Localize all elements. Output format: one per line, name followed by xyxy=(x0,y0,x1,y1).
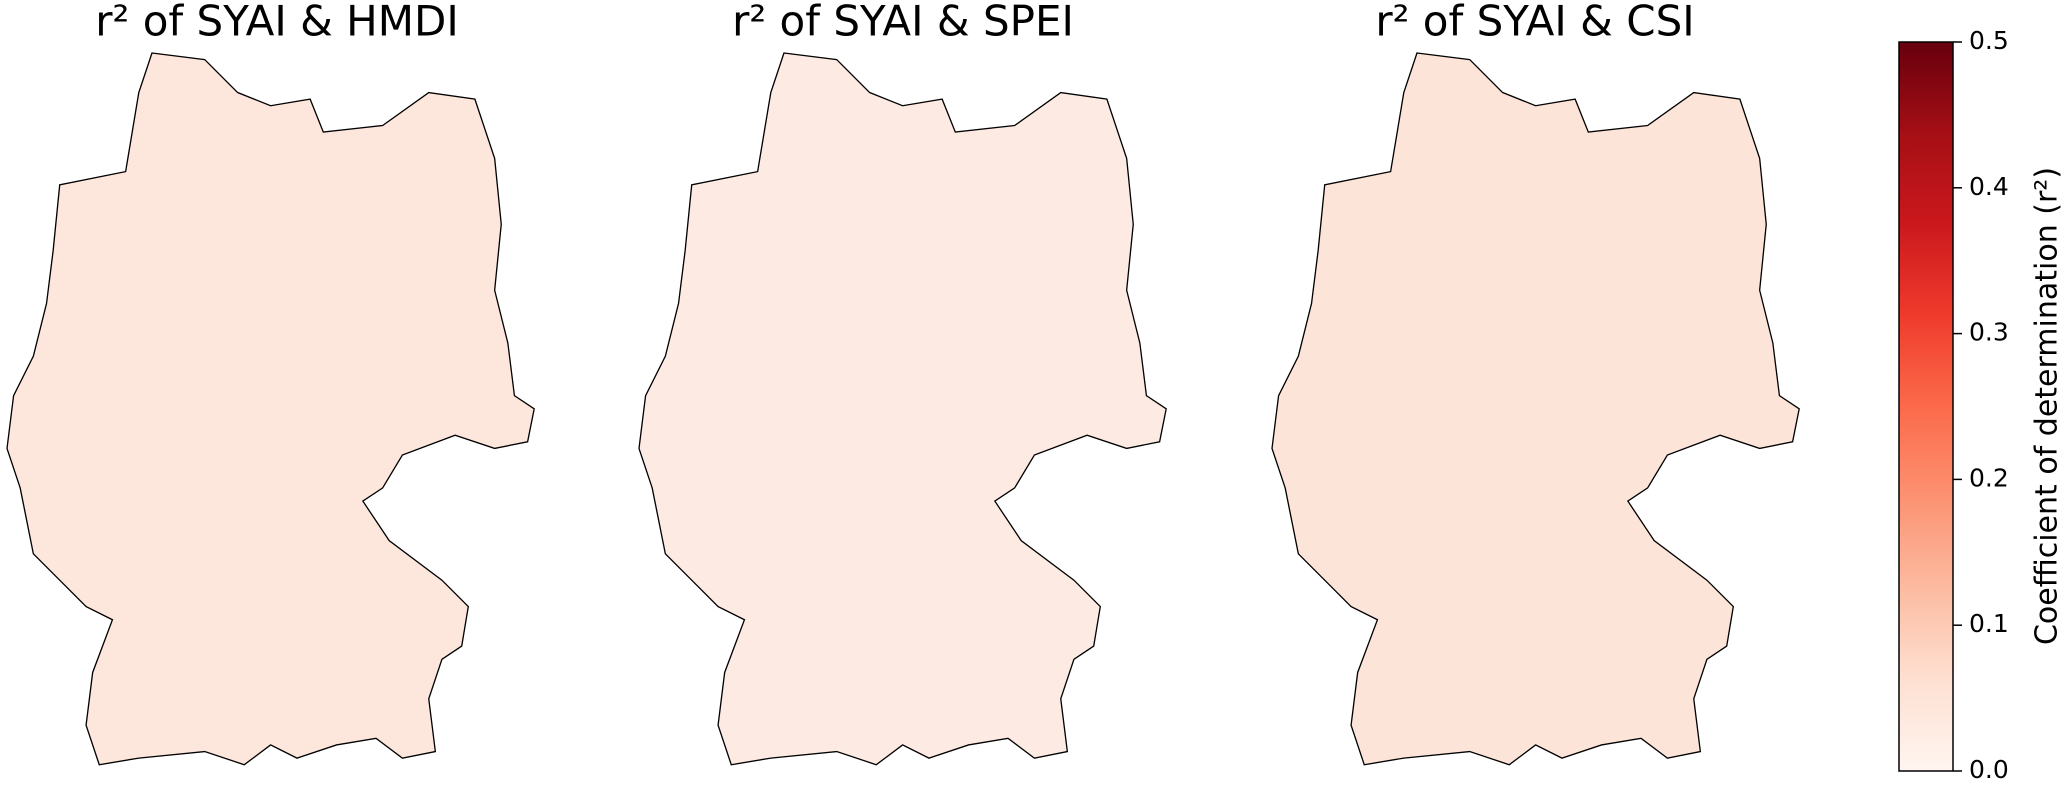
colorbar-label: Coefficient of determination (r²) xyxy=(2030,167,2065,645)
panel-title: r² of SYAI & CSI xyxy=(1375,0,1694,46)
map-outline xyxy=(638,52,1167,766)
colorbar xyxy=(1898,41,1954,772)
maps xyxy=(6,52,1800,766)
colorbar-tick-label: 0.4 xyxy=(1969,172,2009,201)
map-outline xyxy=(1271,52,1800,766)
panel-title: r² of SYAI & SPEI xyxy=(732,0,1074,46)
colorbar-tick-label: 0.1 xyxy=(1969,609,2009,638)
colorbar-tick-label: 0.0 xyxy=(1969,755,2009,784)
colorbar-tick-label: 0.2 xyxy=(1969,463,2009,492)
colorbar-tick-label: 0.3 xyxy=(1969,318,2009,347)
panel-title: r² of SYAI & HMDI xyxy=(95,0,458,46)
map-outline xyxy=(6,52,535,766)
colorbar-tick-label: 0.5 xyxy=(1969,26,2009,55)
